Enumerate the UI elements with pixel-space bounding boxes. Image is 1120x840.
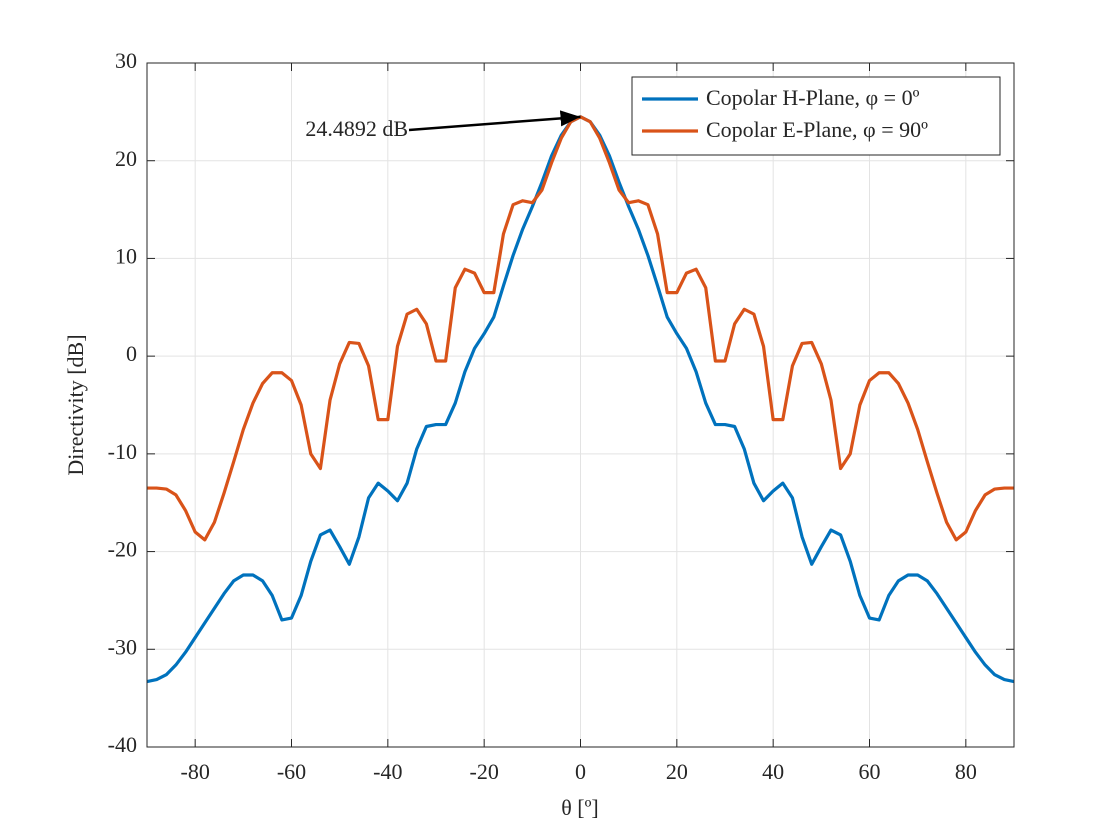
y-tick-label: 10 <box>115 243 137 268</box>
x-axis-label: θ [º] <box>561 795 599 820</box>
x-tick-label: -60 <box>277 759 306 784</box>
x-tick-label: 60 <box>859 759 881 784</box>
x-tick-label: 20 <box>666 759 688 784</box>
annotation-label: 24.4892 dB <box>305 116 408 141</box>
y-axis-label: Directivity [dB] <box>63 334 88 475</box>
y-tick-label: -40 <box>108 732 137 757</box>
axes-box <box>146 62 1015 748</box>
x-tick-label: 0 <box>575 759 586 784</box>
x-tick-label: -20 <box>470 759 499 784</box>
legend-label: Copolar E-Plane, φ = 90º <box>706 117 928 142</box>
x-tick-label: 80 <box>955 759 977 784</box>
x-tick-label: 40 <box>762 759 784 784</box>
y-tick-label: 20 <box>115 146 137 171</box>
y-tick-label: -20 <box>108 537 137 562</box>
annotation-arrow <box>408 110 581 132</box>
y-tick-label: -10 <box>108 439 137 464</box>
legend-label: Copolar H-Plane, φ = 0º <box>706 85 920 110</box>
y-tick-label: -30 <box>108 634 137 659</box>
x-tick-label: -80 <box>181 759 210 784</box>
y-tick-label: 30 <box>115 48 137 73</box>
legend-box <box>631 76 1001 156</box>
y-tick-label: 0 <box>126 341 137 366</box>
x-tick-label: -40 <box>373 759 402 784</box>
